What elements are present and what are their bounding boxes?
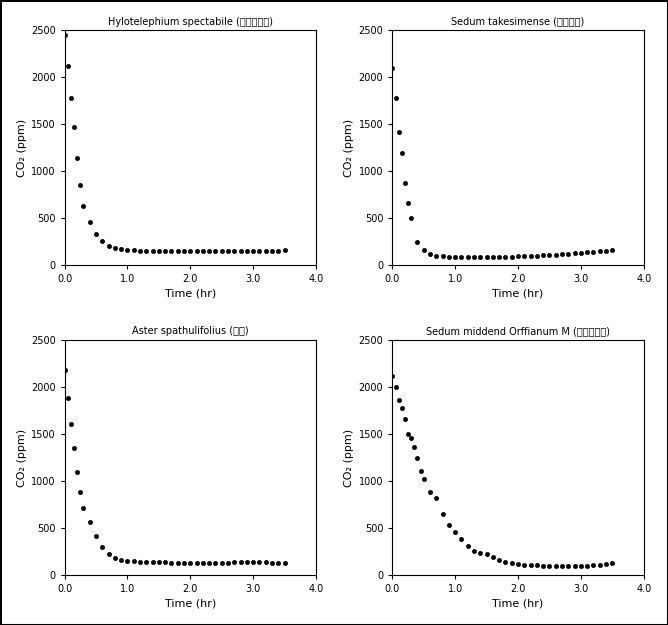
X-axis label: Time (hr): Time (hr) <box>492 289 544 299</box>
X-axis label: Time (hr): Time (hr) <box>492 598 544 608</box>
Title: Hylotelephium spectabile (큰땅의비름): Hylotelephium spectabile (큰땅의비름) <box>108 17 273 27</box>
Title: Aster spathulifolius (해국): Aster spathulifolius (해국) <box>132 326 248 336</box>
Title: Sedum middend Orffianum M (애기기린초): Sedum middend Orffianum M (애기기린초) <box>426 326 610 336</box>
Title: Sedum takesimense (섬기린초): Sedum takesimense (섬기린초) <box>452 17 584 27</box>
Y-axis label: CO₂ (ppm): CO₂ (ppm) <box>345 429 355 487</box>
Y-axis label: CO₂ (ppm): CO₂ (ppm) <box>17 429 27 487</box>
X-axis label: Time (hr): Time (hr) <box>164 289 216 299</box>
Y-axis label: CO₂ (ppm): CO₂ (ppm) <box>17 119 27 177</box>
Y-axis label: CO₂ (ppm): CO₂ (ppm) <box>345 119 355 177</box>
X-axis label: Time (hr): Time (hr) <box>164 598 216 608</box>
